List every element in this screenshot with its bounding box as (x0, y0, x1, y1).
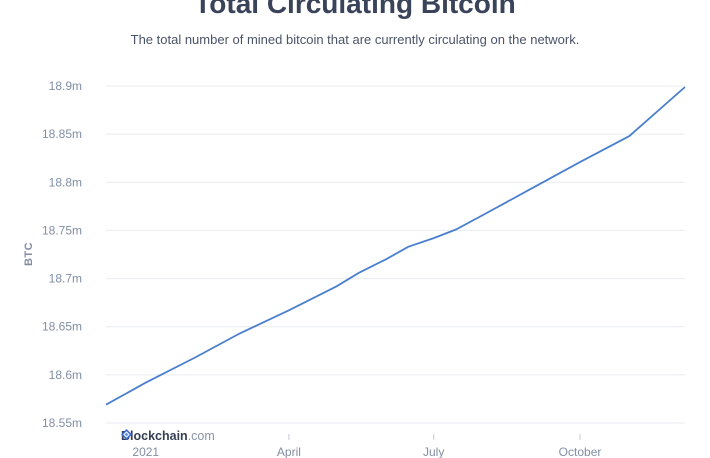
y-tick-label: 18.8m (49, 175, 82, 189)
watermark-brand: Blockchain (121, 429, 188, 443)
chart-subtitle: The total number of mined bitcoin that a… (130, 32, 580, 47)
blockchain-logo-icon (121, 429, 132, 440)
y-tick-label: 18.85m (42, 127, 82, 141)
watermark-domain: .com (187, 429, 215, 443)
y-tick-label: 18.7m (49, 272, 82, 286)
y-axis-label: BTC (23, 242, 35, 266)
y-tick-label: 18.9m (49, 79, 82, 93)
y-tick-label: 18.65m (42, 320, 82, 334)
x-axis-ticks: 2021 April July October (132, 434, 601, 458)
chart-title: Total Circulating Bitcoin (194, 0, 516, 19)
blockchain-watermark: Blockchain .com (121, 429, 215, 443)
x-tick-label: July (423, 445, 444, 458)
series-line (105, 86, 686, 406)
gridlines (106, 85, 685, 424)
y-tick-label: 18.55m (42, 416, 82, 430)
y-tick-label: 18.75m (42, 223, 82, 237)
y-tick-label: 18.6m (49, 368, 82, 382)
x-tick-label: April (277, 445, 301, 458)
x-tick-label: October (559, 445, 602, 458)
y-axis-ticks: 18.55m 18.6m 18.65m 18.7m 18.75m 18.8m 18.85m 1… (42, 79, 82, 430)
x-tick-label: 2021 (132, 445, 159, 458)
